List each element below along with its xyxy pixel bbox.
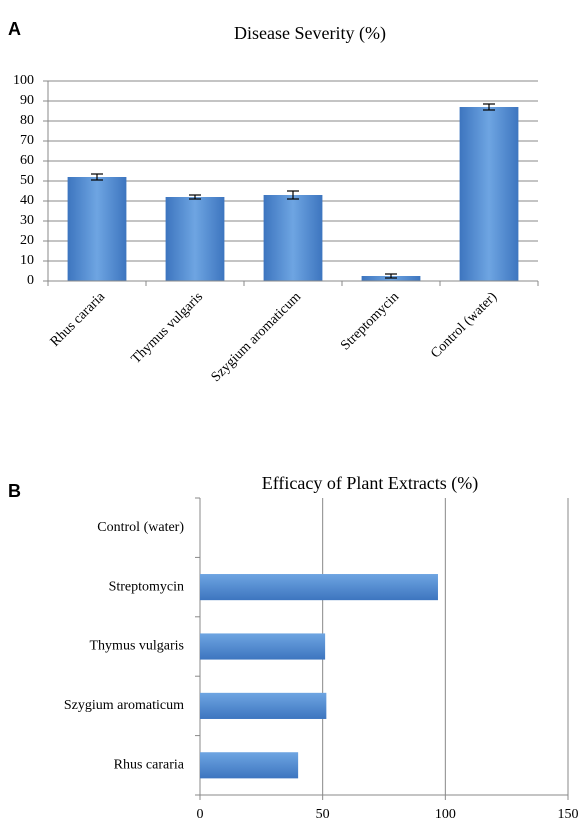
- bar: [459, 107, 519, 281]
- x-tick-label: Control (water): [428, 289, 500, 361]
- y-tick-label: 30: [20, 213, 34, 228]
- x-tick-label: 150: [558, 807, 579, 822]
- chart-title: Disease Severity (%): [234, 23, 386, 44]
- x-tick-label: 0: [197, 807, 204, 822]
- y-tick-label: 20: [20, 233, 34, 248]
- bar: [200, 633, 326, 660]
- y-tick-label: Control (water): [97, 520, 184, 535]
- y-tick-label: 70: [20, 133, 34, 148]
- y-tick-label: 50: [20, 173, 34, 188]
- bar: [200, 574, 438, 601]
- x-tick-label: Szygium aromaticum: [209, 289, 305, 385]
- y-tick-label: 60: [20, 153, 34, 168]
- y-tick-label: Rhus cararia: [114, 758, 185, 773]
- y-tick-label: Szygium aromaticum: [64, 698, 184, 713]
- x-tick-label: Streptomycin: [338, 289, 402, 353]
- bar: [200, 692, 327, 719]
- y-tick-label: 80: [20, 113, 34, 128]
- x-tick-label: 50: [316, 807, 330, 822]
- panel-label: B: [8, 481, 21, 501]
- bar: [165, 197, 225, 281]
- panel-label: A: [8, 19, 21, 39]
- y-tick-label: 90: [20, 93, 34, 108]
- x-tick-label: 100: [435, 807, 456, 822]
- bar: [67, 177, 127, 281]
- y-tick-label: Streptomycin: [109, 579, 184, 594]
- x-tick-label: Rhus cararia: [48, 289, 109, 350]
- y-tick-label: 0: [27, 273, 34, 288]
- y-tick-label: Thymus vulgaris: [90, 639, 185, 654]
- x-tick-label: Thymus vulgaris: [129, 289, 206, 366]
- y-tick-label: 100: [13, 73, 34, 88]
- y-tick-label: 10: [20, 253, 34, 268]
- bar: [263, 195, 323, 281]
- chart-title: Efficacy of Plant Extracts (%): [262, 473, 479, 494]
- y-tick-label: 40: [20, 193, 34, 208]
- bar: [200, 752, 299, 779]
